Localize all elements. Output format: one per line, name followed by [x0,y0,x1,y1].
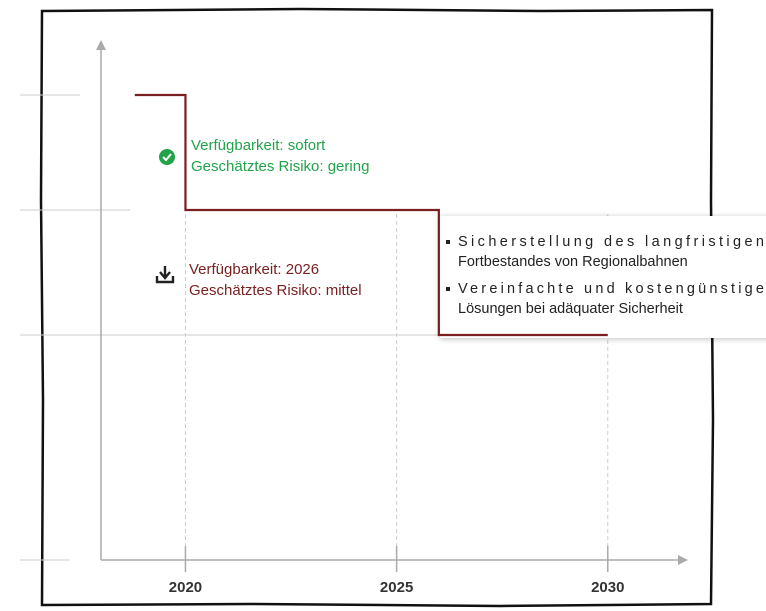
bullet-text: Fortbestandes von Regionalbahnen [458,254,688,270]
annotation-text: Verfügbarkeit: sofort [191,137,326,154]
x-tick-label: 2020 [169,579,202,596]
annotation-text: Geschätztes Risiko: mittel [189,282,362,299]
y-axis-arrow [96,40,106,50]
x-tick-label: 2030 [591,579,624,596]
bullet-box-bg [440,216,766,338]
x-axis-arrow [678,555,688,565]
bullet-dot [446,287,450,291]
check-icon [159,149,175,165]
bullet-dot [446,240,450,244]
step-line [134,93,608,337]
bullet-text: Lösungen bei adäquater Sicherheit [458,301,683,317]
download-icon [155,266,175,284]
annotation-text: Geschätztes Risiko: gering [191,158,369,175]
bullet-text: Sicherstellung des langfristigen [458,234,764,250]
bullet-box: Sicherstellung des langfristigen Fortbest… [440,216,766,338]
x-tick-label: 2025 [380,579,413,596]
check-icon-mark [162,153,172,162]
frame [39,7,715,608]
annotation-text: Verfügbarkeit: 2026 [189,261,319,278]
